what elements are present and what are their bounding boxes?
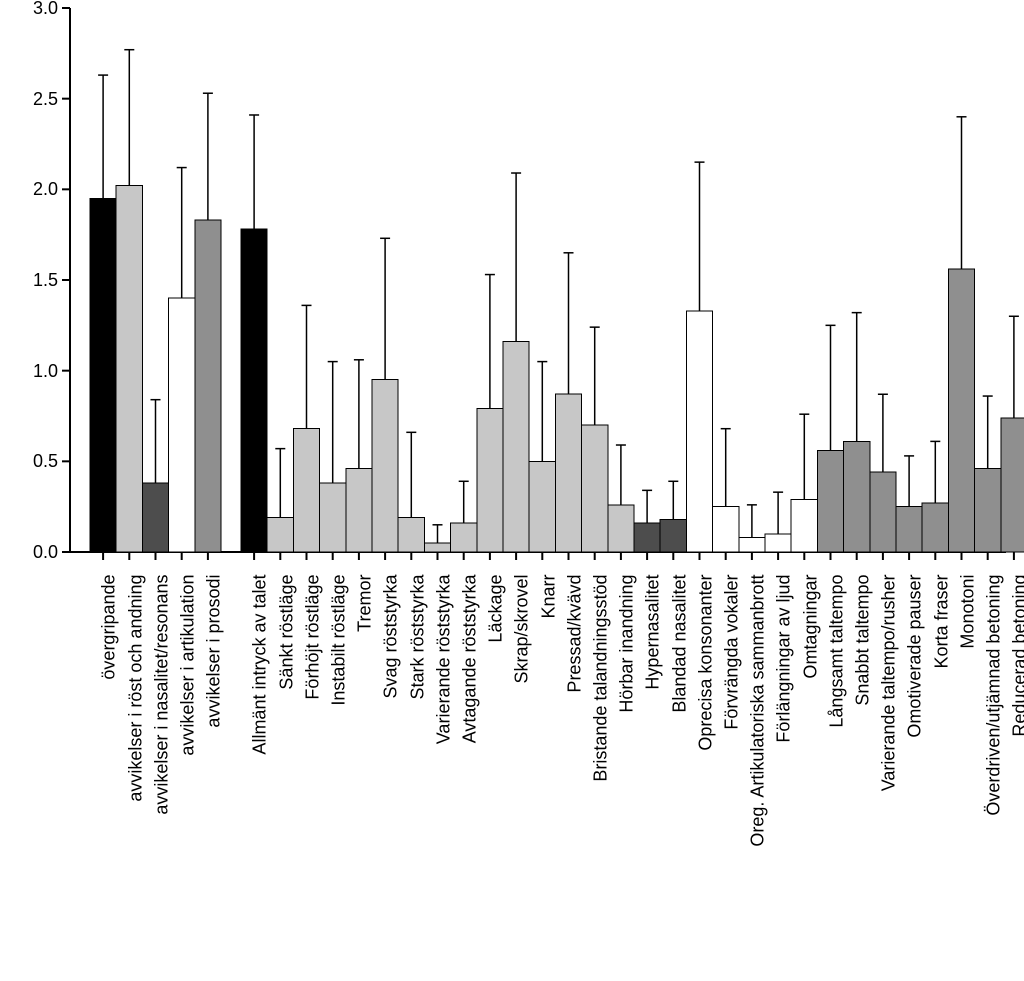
bar bbox=[844, 441, 870, 552]
y-tick-label: 1.0 bbox=[33, 361, 58, 382]
x-tick-label: Pressad/kvävd bbox=[564, 575, 585, 875]
bar-chart: 0.00.51.01.52.02.53.0 övergripandeavvike… bbox=[0, 0, 1024, 981]
y-tick-label: 0.0 bbox=[33, 542, 58, 563]
bar bbox=[948, 269, 974, 552]
x-tick-label: Förvrängda vokaler bbox=[722, 575, 743, 875]
bar bbox=[451, 523, 477, 552]
x-tick-label: Långsamt taltempo bbox=[826, 575, 847, 875]
x-tick-label: avvikelser i prosodi bbox=[204, 575, 225, 875]
bar bbox=[896, 507, 922, 552]
bar bbox=[739, 537, 765, 552]
x-tick-label: Blandad nasalitet bbox=[669, 575, 690, 875]
x-tick-label: Korta fraser bbox=[931, 575, 952, 875]
y-tick-label: 2.0 bbox=[33, 179, 58, 200]
bar bbox=[195, 220, 221, 552]
bar bbox=[817, 450, 843, 552]
x-tick-label: Svag röststyrka bbox=[381, 575, 402, 875]
x-tick-label: avvikelser i röst och andning bbox=[125, 575, 146, 875]
x-tick-label: Tremor bbox=[355, 575, 376, 875]
x-tick-label: avvikelser i nasalitet/resonans bbox=[151, 575, 172, 875]
bar bbox=[713, 507, 739, 552]
bar bbox=[424, 543, 450, 552]
x-tick-label: Snabbt taltempo bbox=[853, 575, 874, 875]
bar bbox=[90, 198, 116, 552]
bar bbox=[608, 505, 634, 552]
x-tick-label: Hörbar inandning bbox=[617, 575, 638, 875]
x-tick-label: Överdriven/utjämnad betoning bbox=[984, 575, 1005, 875]
x-tick-label: övergripande bbox=[99, 575, 120, 875]
x-tick-label: Läckage bbox=[486, 575, 507, 875]
y-tick-label: 0.5 bbox=[33, 451, 58, 472]
x-tick-label: Hypernasalitet bbox=[643, 575, 664, 875]
x-tick-label: Omotiverade pauser bbox=[905, 575, 926, 875]
x-tick-label: Varierande taltempo/rusher bbox=[879, 575, 900, 875]
bar bbox=[582, 425, 608, 552]
bar bbox=[660, 519, 686, 552]
bar bbox=[372, 380, 398, 552]
bar bbox=[791, 499, 817, 552]
bar bbox=[169, 298, 195, 552]
bar bbox=[529, 461, 555, 552]
bar bbox=[346, 469, 372, 552]
x-tick-label: Oreg. Artikulatoriska sammanbrott bbox=[748, 575, 769, 875]
x-tick-label: Avtagande röststyrka bbox=[460, 575, 481, 875]
x-tick-label: Skrap/skrovel bbox=[512, 575, 533, 875]
x-tick-label: Stark röststyrka bbox=[407, 575, 428, 875]
x-tick-label: Instabilt röstläge bbox=[329, 575, 350, 875]
x-tick-label: Reducerad betoning bbox=[1010, 575, 1024, 875]
y-tick-label: 1.5 bbox=[33, 270, 58, 291]
x-tick-label: Bristande talandningsstöd bbox=[591, 575, 612, 875]
bar bbox=[142, 483, 168, 552]
bar bbox=[477, 409, 503, 552]
bar bbox=[293, 429, 319, 552]
x-tick-label: Omtagningar bbox=[800, 575, 821, 875]
x-tick-label: avvikelser i artikulation bbox=[178, 575, 199, 875]
bar bbox=[765, 534, 791, 552]
bar bbox=[870, 472, 896, 552]
bar bbox=[267, 518, 293, 552]
bar bbox=[398, 518, 424, 552]
x-tick-label: Knarr bbox=[538, 575, 559, 875]
bar bbox=[686, 311, 712, 552]
bar bbox=[1001, 418, 1024, 552]
bar bbox=[922, 503, 948, 552]
bar bbox=[975, 469, 1001, 552]
x-tick-label: Förhöjt röstläge bbox=[302, 575, 323, 875]
y-tick-label: 3.0 bbox=[33, 0, 58, 19]
x-tick-label: Oprecisa konsonanter bbox=[695, 575, 716, 875]
bar bbox=[555, 394, 581, 552]
x-tick-label: Varierande röststyrka bbox=[433, 575, 454, 875]
bar bbox=[241, 229, 267, 552]
y-tick-label: 2.5 bbox=[33, 89, 58, 110]
bar bbox=[634, 523, 660, 552]
bar bbox=[503, 342, 529, 552]
bar bbox=[320, 483, 346, 552]
bar bbox=[116, 186, 142, 552]
x-tick-label: Förlängningar av ljud bbox=[774, 575, 795, 875]
x-tick-label: Monotoni bbox=[957, 575, 978, 875]
x-tick-label: Allmänt intryck av talet bbox=[250, 575, 271, 875]
x-tick-label: Sänkt röstläge bbox=[276, 575, 297, 875]
